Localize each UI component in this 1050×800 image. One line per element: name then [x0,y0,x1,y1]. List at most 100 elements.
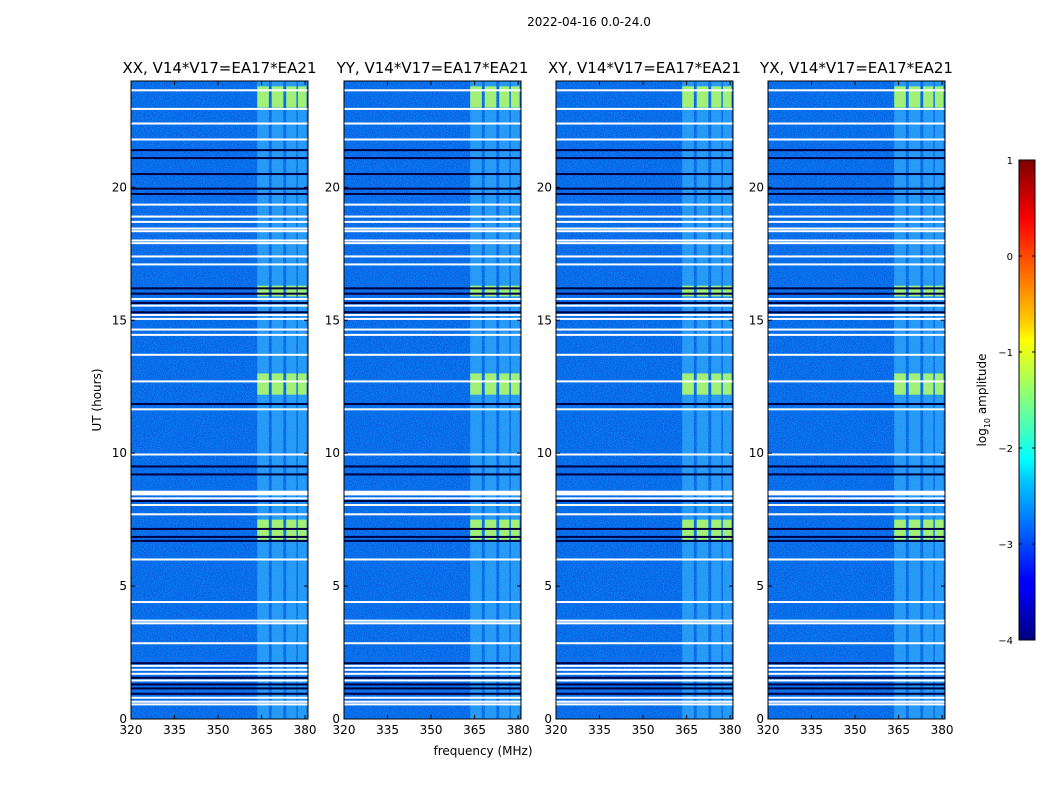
x-tick-label: 365 [463,723,486,737]
dark-row [344,301,521,304]
rfi-burst [923,373,934,395]
flagged-row [556,622,733,625]
flagged-row [556,227,733,230]
flagged-row [344,490,521,493]
rfi-burst [934,373,944,395]
y-tick-label: 10 [749,446,764,460]
x-tick-label: 350 [632,723,655,737]
flagged-row [131,353,308,356]
x-tick-label: 320 [545,723,568,737]
dark-row [344,676,521,679]
flagged-row [344,215,521,218]
flagged-row [768,138,945,141]
figure-title: 2022-04-16 0.0-24.0 [527,15,651,29]
flagged-row [768,227,945,230]
rfi-burst [711,373,722,395]
x-tick-label: 320 [333,723,356,737]
dark-row [768,157,945,160]
flagged-row [768,353,945,356]
dark-row [344,465,521,468]
y-tick-label: 5 [544,579,552,593]
dark-row [556,287,733,290]
flagged-row [768,490,945,493]
flagged-row [768,255,945,258]
flagged-row [131,239,308,242]
flagged-row [344,203,521,206]
flagged-row [344,227,521,230]
flagged-row [556,328,733,331]
flagged-row [768,122,945,125]
dark-row [556,187,733,190]
dark-row [131,527,308,530]
flagged-row [556,353,733,356]
flagged-row [768,317,945,320]
dark-row [768,535,945,538]
y-tick-label: 0 [332,712,340,726]
rfi-burst [682,519,694,541]
flagged-row [131,601,308,604]
dark-row [131,292,308,295]
dark-row [768,187,945,190]
rfi-burst [894,86,906,108]
flagged-row [768,304,945,307]
flagged-row [556,601,733,604]
rfi-burst [257,86,269,108]
rfi-band [908,81,921,719]
y-tick-label: 20 [112,180,127,194]
flagged-row [344,263,521,266]
rfi-burst [894,285,906,297]
flagged-row [556,220,733,223]
x-tick-label: 335 [588,723,611,737]
dark-row [344,192,521,195]
rfi-burst [894,373,906,395]
y-tick-label: 15 [537,313,552,327]
dark-row [131,311,308,314]
dark-row [131,662,308,665]
flagged-row [344,679,521,682]
dark-row [131,535,308,538]
rfi-burst [908,373,921,395]
colorbar-tick-label: 1 [1007,156,1013,167]
dark-row [131,187,308,190]
flagged-row [344,601,521,604]
flagged-row [131,504,308,507]
flagged-row [344,664,521,667]
flagged-row [344,380,521,383]
dark-row [768,527,945,530]
x-axis-label: frequency (MHz) [433,744,532,758]
flagged-row [768,672,945,675]
rfi-burst [908,285,921,297]
flagged-row [131,313,308,316]
dark-row [131,676,308,679]
dark-row [344,687,521,690]
dark-row [768,683,945,686]
flagged-row [131,263,308,266]
rfi-burst [470,519,482,541]
dark-row [556,535,733,538]
flagged-row [768,513,945,516]
flagged-row [768,696,945,699]
flagged-row [344,558,521,561]
flagged-row [556,317,733,320]
rfi-burst [257,519,269,541]
panel-frame [343,80,522,720]
x-tick-label: 335 [800,723,823,737]
dark-row [768,192,945,195]
rfi-burst [484,373,497,395]
rfi-burst [297,86,307,108]
rfi-burst [499,285,510,297]
dark-row [556,687,733,690]
flagged-row [131,220,308,223]
flagged-row [556,679,733,682]
panel-frame [130,80,309,720]
rfi-burst [711,86,722,108]
flagged-row [768,89,945,92]
dark-row [768,676,945,679]
x-tick-label: 350 [420,723,443,737]
rfi-burst [271,285,284,297]
flagged-row [344,493,521,496]
flagged-row [556,668,733,671]
flagged-row [344,122,521,125]
rfi-band [510,81,520,719]
dark-row [131,692,308,695]
